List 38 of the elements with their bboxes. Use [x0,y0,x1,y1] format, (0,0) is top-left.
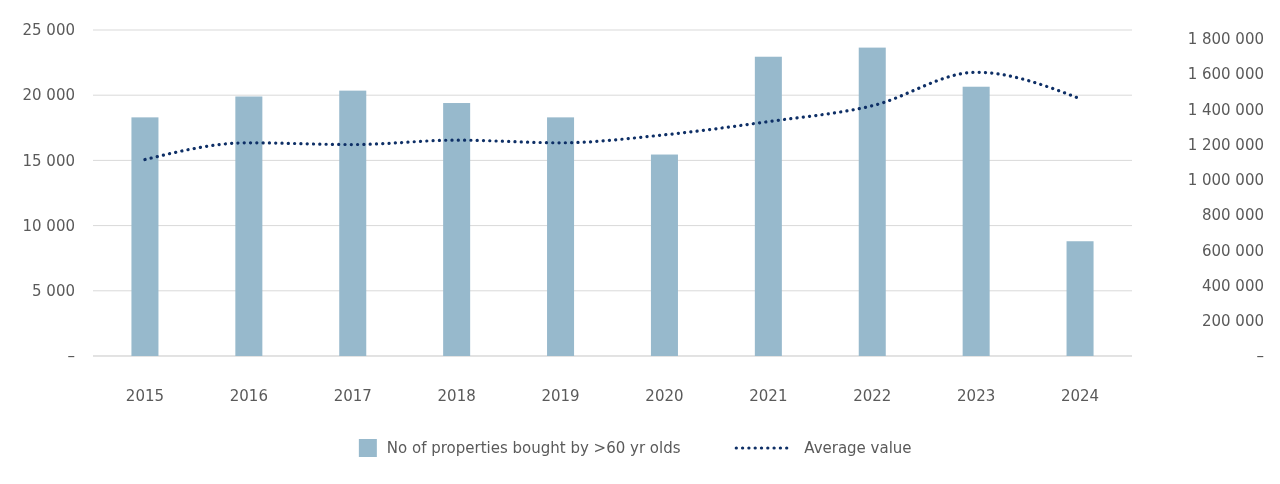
y2-tick-label: 200 000 [1201,312,1264,331]
legend-label: No of properties bought by >60 yr olds [386,439,681,458]
y2-tick-label: 1 800 000 [1187,30,1264,49]
y-tick-label: 25 000 [22,21,75,40]
y-tick-label: 15 000 [22,151,75,170]
x-tick-label: 2018 [437,387,476,405]
bar [962,86,990,356]
bar [1066,241,1094,356]
x-tick-label: 2024 [1060,387,1100,405]
y2-tick-label: 1 600 000 [1187,65,1264,84]
x-tick-label: 2015 [125,387,165,405]
bar [754,56,782,356]
y2-tick-label: 800 000 [1201,206,1264,225]
x-tick-label: 2022 [853,387,892,405]
bar [339,90,367,356]
legend-label: Average value [804,439,912,458]
bar [547,117,575,356]
x-tick-label: 2023 [957,387,996,405]
y2-tick-label: 1 000 000 [1187,171,1264,190]
y-tick-label: 10 000 [22,216,75,235]
y2-tick-label: 1 400 000 [1187,100,1264,119]
x-tick-label: 2021 [749,387,788,405]
bar [650,154,678,356]
y2-tick-label: 400 000 [1201,276,1264,295]
y-tick-label: 20 000 [22,86,75,105]
x-tick-label: 2017 [333,387,372,405]
bar [131,117,159,356]
bar [235,96,263,356]
x-tick-label: 2016 [229,387,268,405]
y-tick-label: – [67,347,75,366]
x-tick-label: 2019 [541,387,580,405]
y2-tick-label: – [1256,347,1264,366]
bar [858,47,886,356]
bar [443,103,471,356]
y2-tick-label: 1 200 000 [1187,135,1264,154]
x-tick-label: 2020 [645,387,684,405]
y-tick-label: 5 000 [32,282,75,301]
y2-tick-label: 600 000 [1201,241,1264,260]
